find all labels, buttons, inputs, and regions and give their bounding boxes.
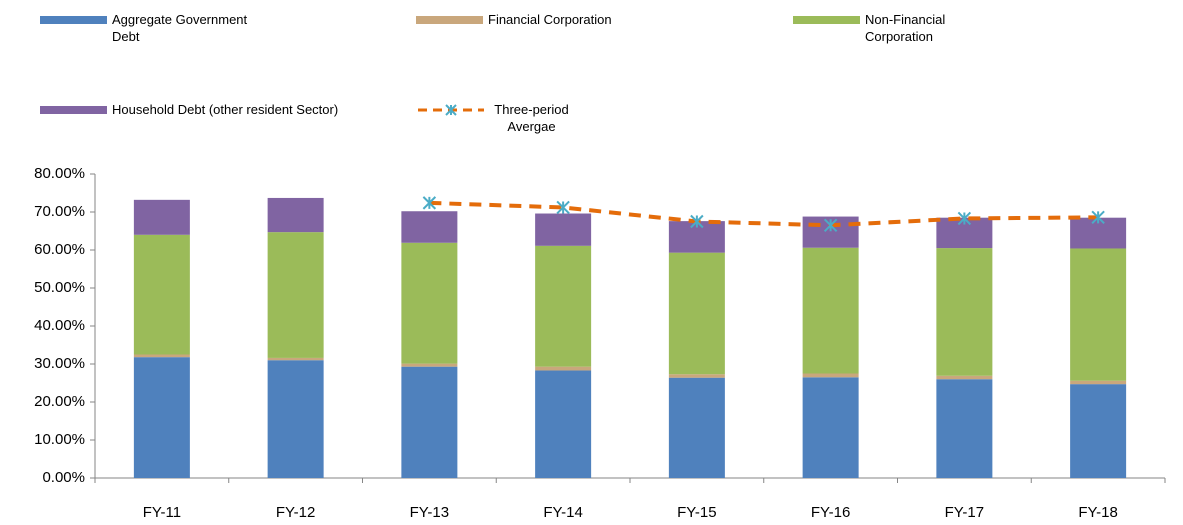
bar-segment — [401, 211, 458, 243]
legend-swatch — [40, 16, 107, 24]
y-tick-label: 50.00% — [34, 279, 85, 296]
bar-segment — [535, 366, 592, 371]
bar-segment — [535, 370, 592, 478]
line-marker — [823, 218, 838, 233]
line-marker — [957, 211, 972, 226]
legend-label: Aggregate Government Debt — [112, 12, 248, 44]
y-tick-label: 0.00% — [42, 469, 85, 486]
x-tick-label: FY-16 — [811, 504, 850, 521]
y-tick-label: 20.00% — [34, 393, 85, 410]
bar-segment — [1070, 384, 1127, 478]
bar-segment — [535, 245, 592, 367]
y-tick-label: 80.00% — [34, 165, 85, 182]
bar-segment — [133, 357, 190, 478]
bar-segment — [401, 363, 458, 367]
line — [429, 200, 1099, 228]
bar-segment — [267, 197, 324, 233]
bar-segment — [668, 377, 725, 478]
x-tick-label: FY-17 — [945, 504, 984, 521]
y-tick-label: 10.00% — [34, 431, 85, 448]
bar-segment — [802, 377, 859, 478]
line-marker — [556, 200, 570, 215]
bar-segment — [133, 354, 190, 358]
bar-segment — [668, 374, 725, 378]
y-tick-label: 60.00% — [34, 241, 85, 258]
legend-label: Three-period Avergae — [494, 102, 569, 134]
bar-segment — [802, 247, 859, 374]
legend-label: Non-Financial Corporation — [865, 12, 946, 44]
x-tick-label: FY-15 — [677, 504, 716, 521]
bar-segment — [936, 248, 993, 376]
bar-segment — [936, 375, 993, 380]
line-marker — [1091, 210, 1105, 225]
y-tick-label: 70.00% — [34, 203, 85, 220]
line-marker — [422, 196, 437, 210]
bar-segment — [401, 366, 458, 478]
x-tick-label: FY-14 — [543, 504, 582, 521]
y-tick-label: 40.00% — [34, 317, 85, 334]
x-tick-label: FY-12 — [276, 504, 315, 521]
bar-segment — [401, 242, 458, 364]
x-tick-label: FY-11 — [143, 504, 181, 521]
line-marker — [690, 214, 704, 229]
bar-segment — [936, 379, 993, 478]
bar-segment — [267, 232, 324, 358]
bar-segment — [1070, 248, 1127, 381]
bar-segment — [267, 357, 324, 361]
legend-swatch — [40, 106, 107, 114]
y-tick-label: 30.00% — [34, 355, 85, 372]
bar-segment — [267, 360, 324, 478]
legend-swatch — [793, 16, 860, 24]
bar-segment — [668, 252, 725, 375]
bar-segment — [1070, 380, 1127, 385]
legend-label: Financial Corporation — [488, 12, 612, 27]
bar-segment — [802, 373, 859, 378]
bar-segment — [133, 199, 190, 235]
bar-segment — [535, 213, 592, 246]
bar-segment — [133, 234, 190, 355]
legend-swatch — [416, 16, 483, 24]
legend-marker — [445, 104, 457, 116]
x-tick-label: FY-13 — [410, 504, 449, 521]
x-tick-label: FY-18 — [1078, 504, 1117, 521]
legend-label: Household Debt (other resident Sector) — [112, 102, 339, 117]
